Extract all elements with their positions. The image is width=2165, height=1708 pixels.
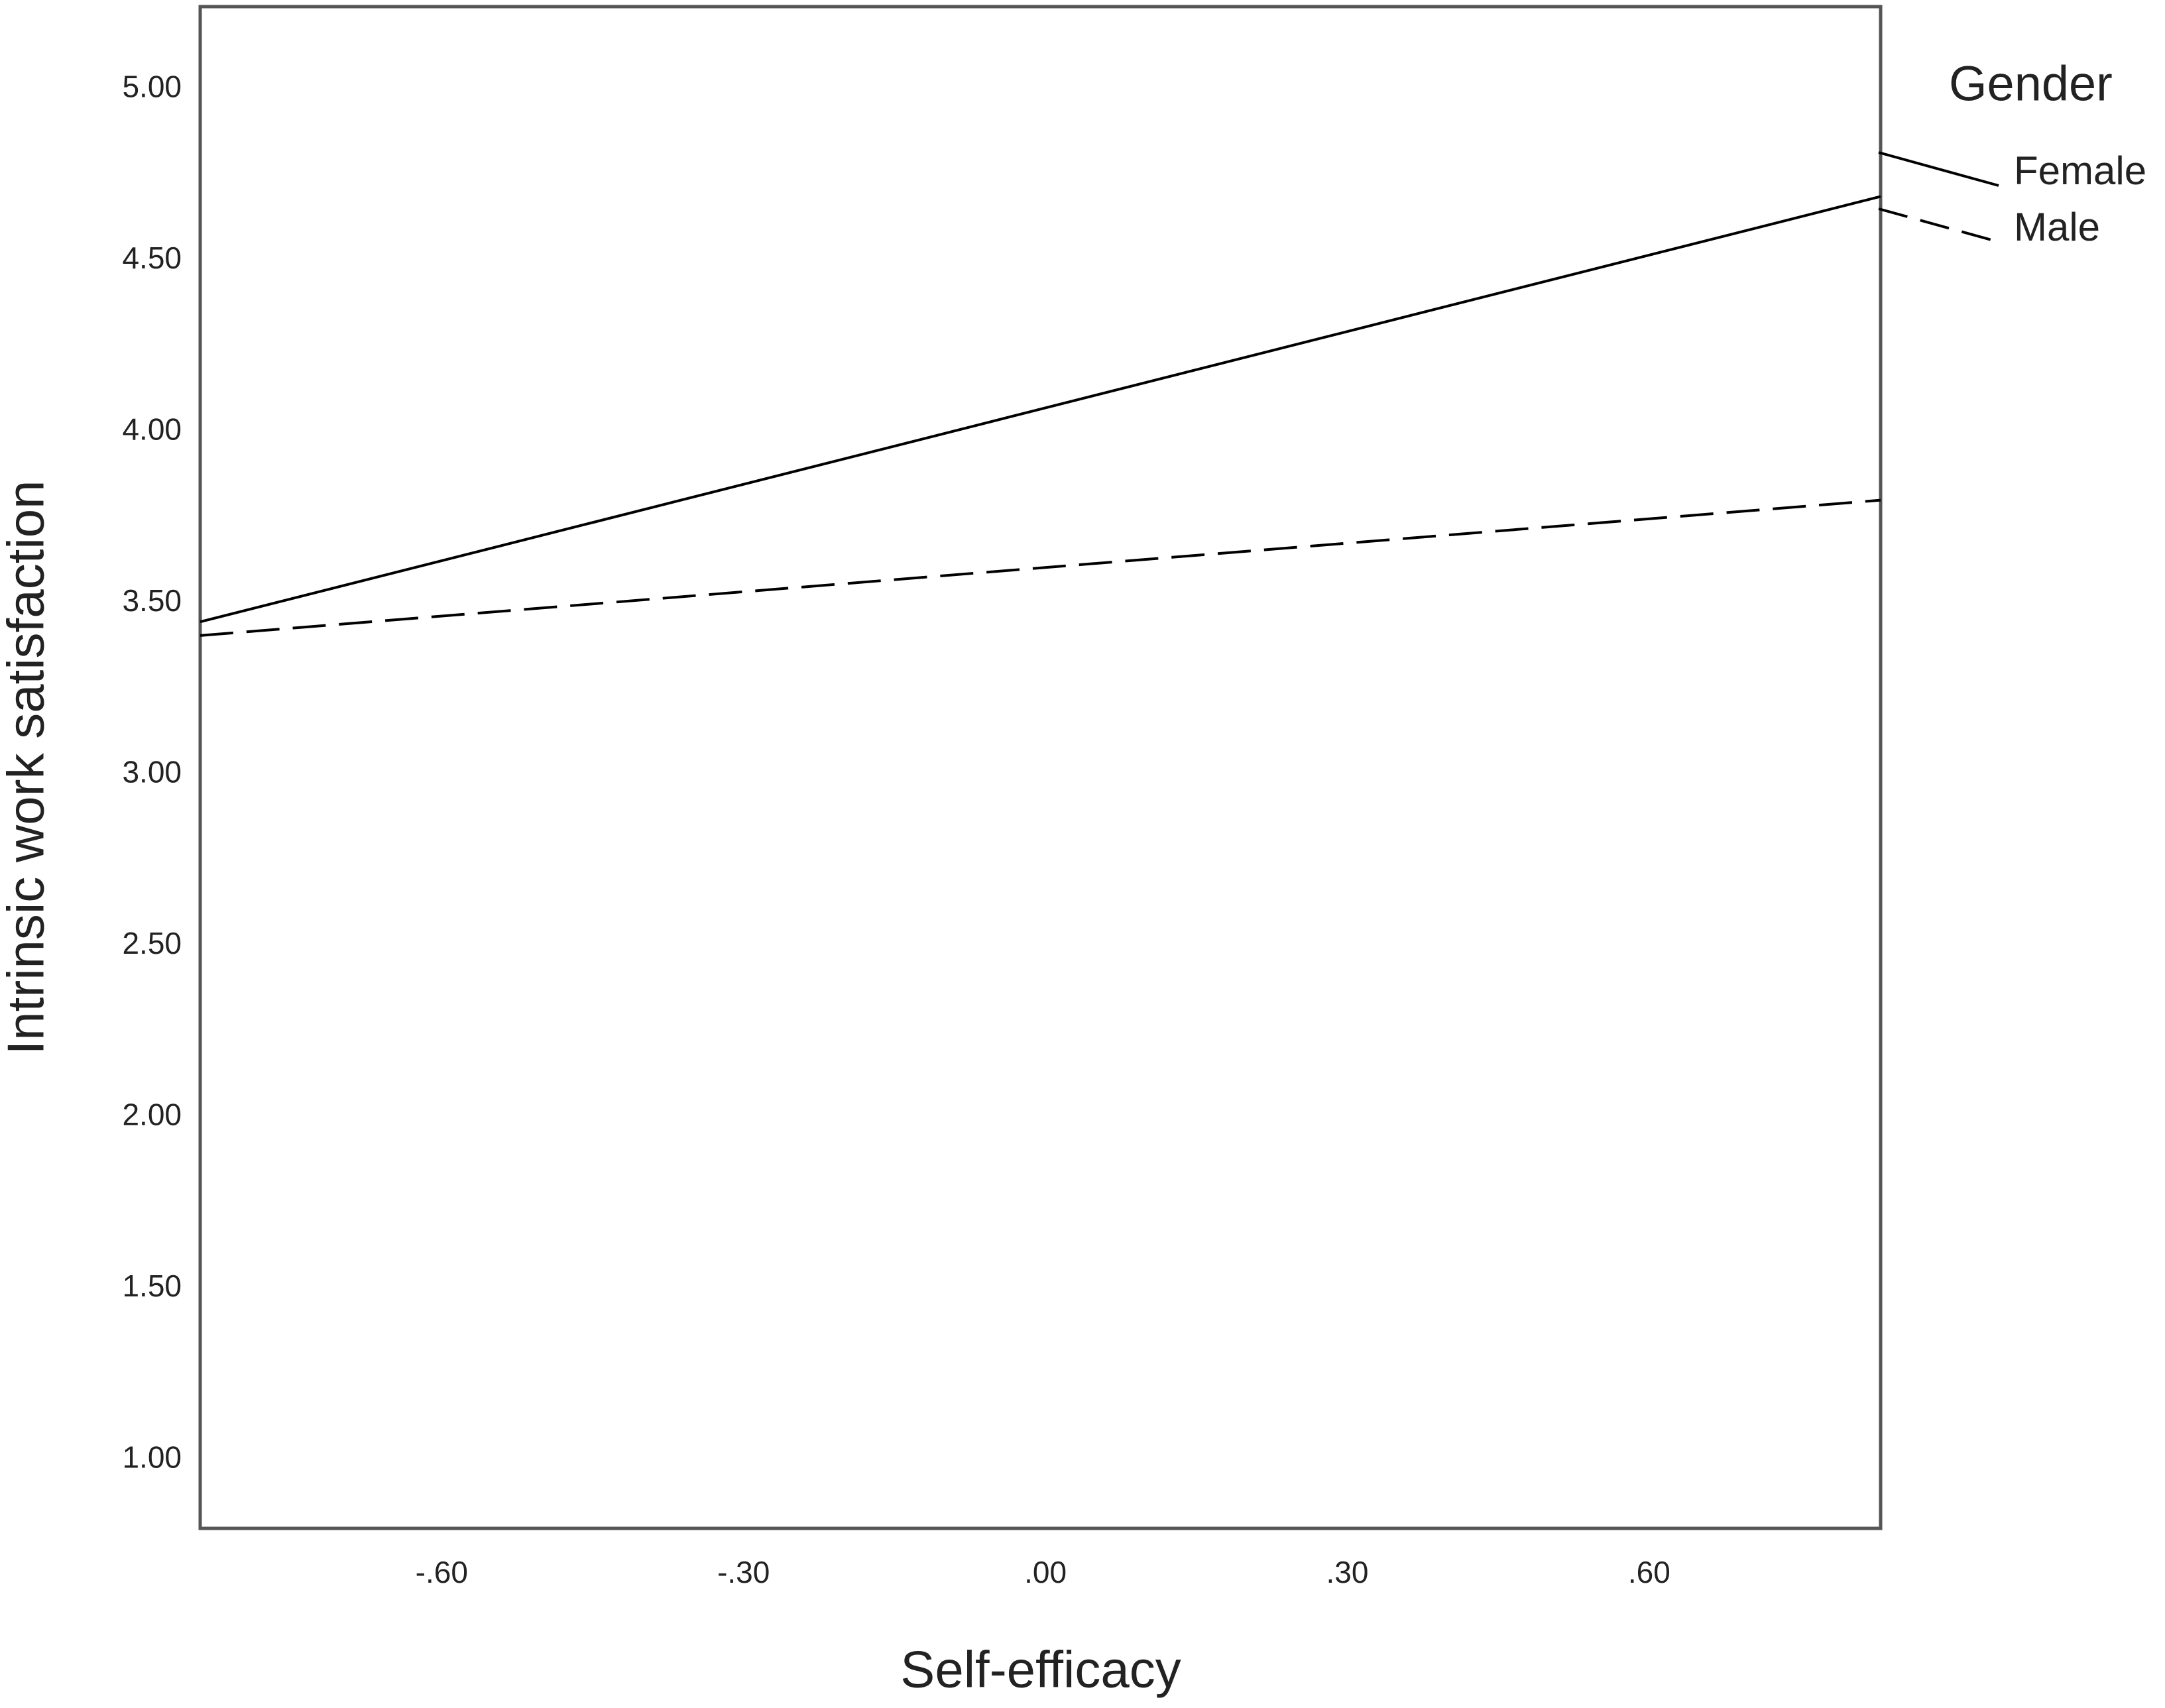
legend-label: Female: [2014, 148, 2146, 193]
y-tick-label: 4.50: [122, 241, 182, 275]
legend-swatch: [1878, 207, 1999, 243]
legend-title: Gender: [1949, 56, 2113, 111]
y-tick-label: 1.00: [122, 1440, 182, 1475]
y-axis-label: Intrinsic work satisfaction: [0, 481, 55, 1055]
y-tick-label: 5.00: [122, 69, 182, 103]
y-tick-label: 3.00: [122, 754, 182, 789]
x-tick-label: -.30: [717, 1555, 770, 1589]
legend-label: Male: [2014, 205, 2100, 249]
y-tick-label: 1.50: [122, 1269, 182, 1303]
y-tick-label: 4.00: [122, 412, 182, 446]
plot-frame: [198, 5, 1883, 1530]
x-tick-label: .00: [1024, 1555, 1067, 1589]
x-tick-label: .30: [1326, 1555, 1369, 1589]
x-tick-label: -.60: [416, 1555, 468, 1589]
x-tick-label: .60: [1628, 1555, 1670, 1589]
series-line: [200, 498, 1881, 637]
legend-swatch: [1878, 151, 1999, 187]
series-line: [200, 195, 1881, 624]
y-tick-label: 2.00: [122, 1098, 182, 1132]
x-axis-label: Self-efficacy: [900, 1640, 1181, 1699]
y-tick-label: 2.50: [122, 926, 182, 960]
y-tick-label: 3.50: [122, 583, 182, 618]
